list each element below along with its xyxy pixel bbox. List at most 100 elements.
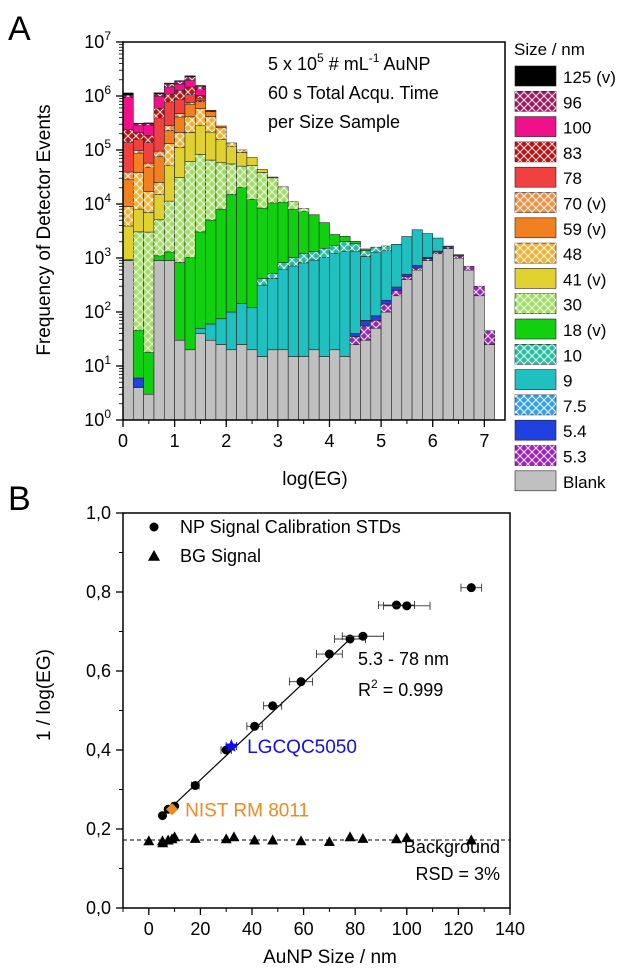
bar-segment <box>278 350 288 420</box>
bar-segment <box>340 252 350 357</box>
triangle-marker <box>345 831 356 841</box>
y-tick-label: 103 <box>84 245 111 268</box>
bar-hatch <box>175 178 185 263</box>
bar-hatch <box>164 144 174 166</box>
bar-hatch <box>216 128 226 139</box>
bar-segment <box>175 99 185 113</box>
bar-segment <box>175 81 185 82</box>
y-tick-label: 104 <box>84 191 111 214</box>
bar-hatch <box>371 320 381 328</box>
bar-segment <box>319 223 329 249</box>
y-tick-label: 1,0 <box>86 503 111 523</box>
bar-segment <box>154 256 164 261</box>
triangle-marker <box>190 833 201 843</box>
bar-hatch <box>360 251 370 257</box>
bar-hatch <box>319 248 329 257</box>
bar-segment <box>164 252 174 261</box>
triangle-marker <box>228 831 239 841</box>
legend-swatch <box>515 218 556 238</box>
bar-segment <box>402 237 412 275</box>
legend-swatch-hatch <box>515 91 556 111</box>
bar-segment <box>340 236 350 241</box>
bar-segment <box>371 328 381 420</box>
legend-swatch-hatch <box>515 142 556 162</box>
circle-marker <box>250 722 259 731</box>
x-tick-label: 1 <box>170 431 180 451</box>
y-tick-label: 105 <box>84 137 111 160</box>
bar-segment <box>360 249 370 251</box>
bar-segment <box>381 300 391 304</box>
legend-label: 30 <box>563 296 582 315</box>
bar-segment <box>391 287 401 290</box>
bar-segment <box>133 139 143 150</box>
bar-hatch <box>237 150 247 152</box>
bar-hatch <box>185 77 195 80</box>
bar-segment <box>175 262 185 340</box>
legend-swatch-hatch <box>515 294 556 314</box>
bar-segment <box>464 270 474 420</box>
bar-segment <box>453 255 463 256</box>
bar-hatch <box>329 245 339 253</box>
bar-segment <box>154 260 164 420</box>
bar-segment <box>340 356 350 420</box>
x-tick-label: 120 <box>443 919 473 939</box>
legend-swatch <box>515 167 556 187</box>
triangle-marker <box>148 550 160 561</box>
bar-hatch <box>216 163 226 209</box>
x-tick-label: 2 <box>221 431 231 451</box>
x-tick-label: 0 <box>118 431 128 451</box>
bar-hatch <box>195 154 205 231</box>
bar-segment <box>484 345 494 420</box>
bar-segment <box>237 303 247 344</box>
bar-hatch <box>340 242 350 252</box>
legend-swatch <box>515 319 556 339</box>
panel-a-y-label: Frequency of Detector Events <box>34 104 55 355</box>
bar-hatch <box>484 331 494 345</box>
bar-hatch <box>133 150 143 153</box>
bar-segment <box>391 244 401 287</box>
bar-segment <box>247 308 257 350</box>
bar-segment <box>144 143 154 164</box>
bar-hatch <box>154 182 164 194</box>
bar-hatch <box>226 143 236 147</box>
bar-hatch <box>175 81 185 84</box>
bar-hatch <box>237 166 247 187</box>
bar-segment <box>144 352 154 394</box>
bar-segment <box>412 270 422 420</box>
triangle-marker <box>296 835 307 845</box>
bar-segment <box>360 320 370 326</box>
bar-segment <box>402 279 412 420</box>
y-tick-label: 0,8 <box>86 582 111 602</box>
legend-label: 5.3 <box>563 448 587 467</box>
legend-swatch-hatch <box>515 446 556 466</box>
bar-segment <box>175 84 185 90</box>
x-tick-label: 0 <box>144 919 154 939</box>
background-label: Background <box>404 837 500 857</box>
bar-hatch <box>144 135 154 142</box>
bar-segment <box>381 312 391 420</box>
legend-swatch <box>515 420 556 440</box>
bar-segment <box>123 226 133 260</box>
bar-segment <box>329 253 339 349</box>
bar-segment <box>319 356 329 420</box>
legend-swatch-hatch <box>515 395 556 415</box>
bar-segment <box>216 319 226 345</box>
annotation-part: AuNP <box>379 54 430 74</box>
x-tick-label: 4 <box>324 431 334 451</box>
bar-segment <box>268 350 278 420</box>
bar-segment <box>185 76 195 77</box>
point-label: NIST RM 8011 <box>185 800 309 821</box>
bar-segment <box>412 230 422 266</box>
triangle-marker <box>249 835 260 845</box>
panel-b-x-label: AuNP Size / nm <box>263 947 397 968</box>
bar-hatch <box>371 247 381 252</box>
bar-hatch <box>268 273 278 278</box>
bar-segment <box>412 265 422 268</box>
y-tick-label: 0,6 <box>86 661 111 681</box>
bar-segment <box>360 340 370 420</box>
bar-segment <box>226 312 236 350</box>
bar-segment <box>195 333 205 420</box>
legend-label: 78 <box>563 169 582 188</box>
triangle-marker <box>267 835 278 845</box>
